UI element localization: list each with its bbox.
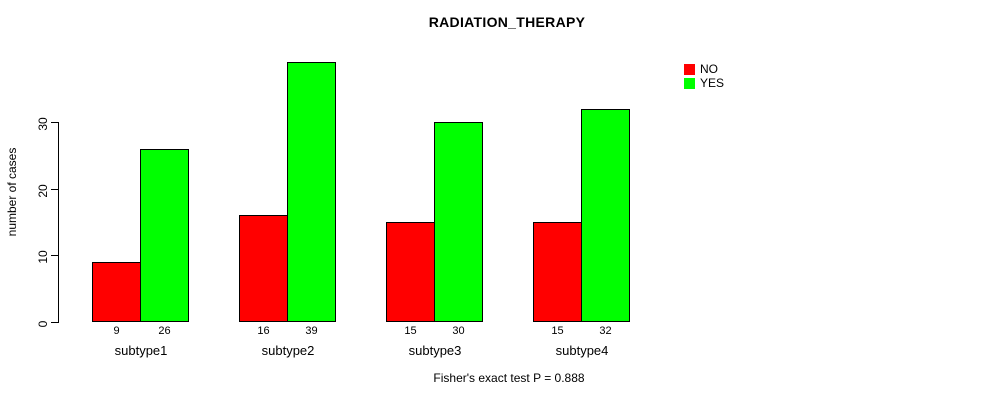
bar-no-subtype4 [533,222,582,322]
y-tick-mark [51,322,58,323]
bar-value-label: 15 [551,325,564,337]
legend-item-yes: YES [684,76,724,90]
bar-yes-subtype2 [287,62,336,322]
bar-yes-subtype1 [140,149,189,322]
bar-no-subtype3 [386,222,435,322]
y-tick-mark [51,255,58,257]
y-axis-line [58,122,59,323]
legend-item-no: NO [684,62,724,76]
legend-label: YES [700,76,725,90]
y-tick-mark [51,122,58,123]
bar-yes-subtype4 [581,109,630,322]
y-tick-mark [51,188,58,190]
bar-value-label: 9 [113,325,120,337]
annotation-text: Fisher's exact test P = 0.888 [433,371,585,385]
x-category-label: subtype4 [555,343,609,358]
bar-value-label: 30 [452,325,465,337]
x-category-label: subtype3 [408,343,462,358]
bar-yes-subtype3 [434,122,483,322]
legend: NO YES [684,62,724,90]
bar-value-label: 26 [158,325,171,337]
bar-no-subtype1 [92,262,141,322]
bar-value-label: 39 [305,325,318,337]
bar-value-label: 15 [404,325,417,337]
bar-value-label: 16 [257,325,270,337]
legend-swatch-yes [684,77,695,89]
legend-swatch-no [684,63,695,75]
bar-value-label: 32 [599,325,612,337]
bar-no-subtype2 [239,215,288,322]
x-category-label: subtype1 [114,343,168,358]
chart-title: RADIATION_THERAPY [428,14,586,30]
legend-label: NO [700,62,718,76]
x-category-label: subtype2 [261,343,315,358]
